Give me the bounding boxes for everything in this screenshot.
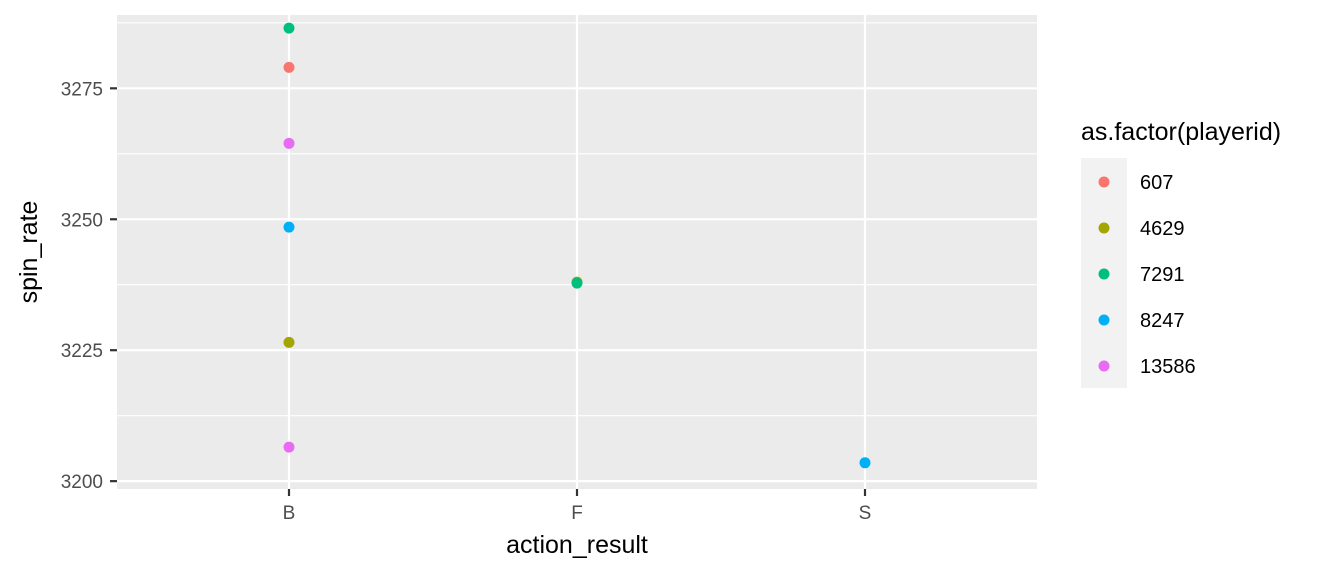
legend-key-13586 xyxy=(1098,360,1110,372)
y-axis: 3200 3225 3250 3275 xyxy=(61,79,117,493)
legend-key-4629 xyxy=(1098,222,1110,234)
x-tick-label: S xyxy=(859,503,872,524)
legend-title: as.factor(playerid) xyxy=(1081,118,1281,146)
y-tick-label: 3250 xyxy=(61,210,103,231)
data-point-13586 xyxy=(283,137,295,149)
data-point-13586 xyxy=(283,441,295,453)
legend-label-607: 607 xyxy=(1140,172,1173,194)
data-point-4629 xyxy=(283,336,295,348)
grid-major xyxy=(117,15,1037,489)
x-axis-title: action_result xyxy=(506,531,648,559)
legend-key-7291 xyxy=(1098,268,1110,280)
x-tick-label: B xyxy=(283,503,296,524)
y-tick-label: 3200 xyxy=(61,472,103,493)
x-tick-label: F xyxy=(571,503,583,524)
data-point-607 xyxy=(283,61,295,73)
legend-key-607 xyxy=(1098,176,1110,188)
data-point-7291 xyxy=(283,22,295,34)
y-axis-title: spin_rate xyxy=(15,201,43,304)
legend: as.factor(playerid) 607 4629 7291 8247 13586 xyxy=(1081,118,1281,388)
y-tick-label: 3225 xyxy=(61,341,103,362)
legend-label-8247: 8247 xyxy=(1140,310,1185,332)
legend-label-13586: 13586 xyxy=(1140,356,1196,378)
data-point-8247 xyxy=(859,457,871,469)
legend-entries: 607 4629 7291 8247 13586 xyxy=(1098,172,1196,378)
legend-label-7291: 7291 xyxy=(1140,264,1185,286)
legend-label-4629: 4629 xyxy=(1140,218,1185,240)
data-point-7291 xyxy=(571,277,583,289)
legend-key-8247 xyxy=(1098,314,1110,326)
y-tick-label: 3275 xyxy=(61,79,103,100)
data-point-8247 xyxy=(283,221,295,233)
data-points xyxy=(283,22,871,469)
